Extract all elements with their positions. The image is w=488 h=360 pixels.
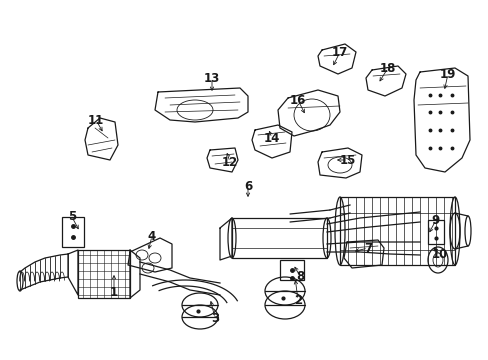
Text: 7: 7 — [363, 242, 371, 255]
Text: 9: 9 — [431, 213, 439, 226]
Text: 16: 16 — [289, 94, 305, 107]
Text: 12: 12 — [222, 156, 238, 168]
Text: 14: 14 — [263, 131, 280, 144]
Text: 10: 10 — [431, 248, 447, 261]
Bar — [427, 220, 443, 244]
Text: 11: 11 — [88, 113, 104, 126]
Text: 19: 19 — [439, 68, 455, 81]
Text: 4: 4 — [147, 230, 156, 243]
Text: 8: 8 — [295, 270, 304, 283]
Bar — [280, 260, 304, 280]
Text: 1: 1 — [110, 287, 118, 300]
Bar — [339, 197, 454, 265]
Text: 2: 2 — [293, 293, 302, 306]
Text: 13: 13 — [203, 72, 220, 85]
Text: 5: 5 — [68, 211, 76, 224]
Bar — [231, 218, 326, 258]
Text: 18: 18 — [379, 62, 395, 75]
Text: 17: 17 — [331, 45, 347, 58]
Text: 6: 6 — [244, 180, 252, 193]
Bar — [62, 217, 84, 247]
Text: 15: 15 — [339, 153, 355, 166]
Text: 3: 3 — [210, 311, 219, 324]
Bar — [78, 250, 130, 298]
